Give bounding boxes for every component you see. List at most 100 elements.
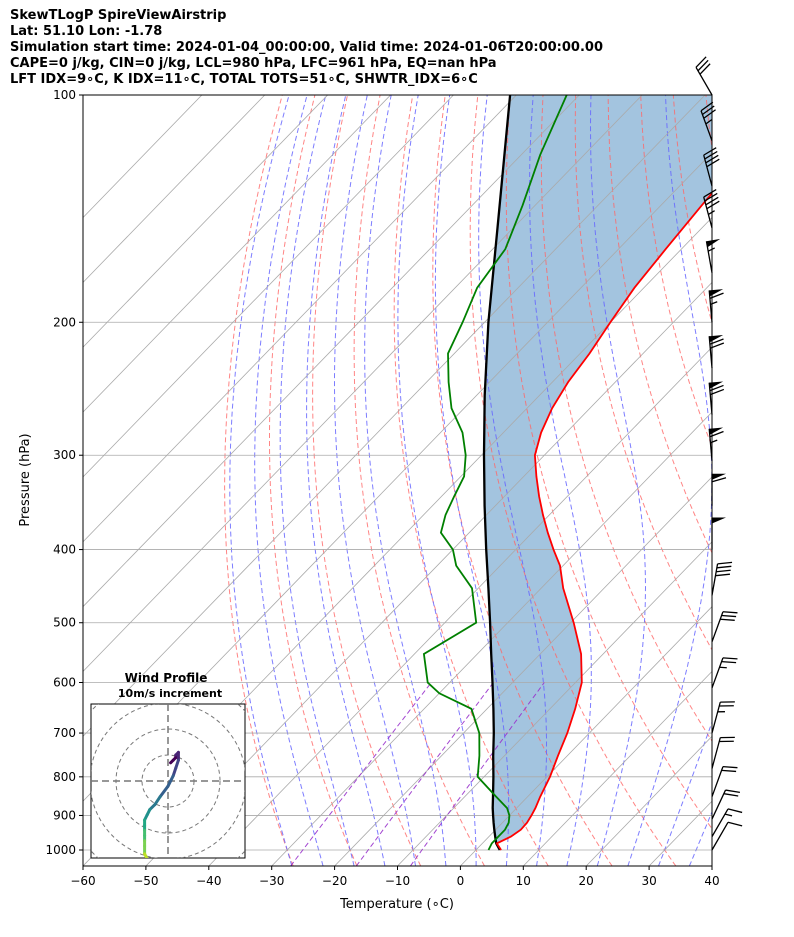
dry-adiabat (269, 95, 358, 866)
wind-barb (708, 335, 725, 369)
isotherm (83, 95, 643, 673)
wind-barb (711, 821, 743, 851)
isotherm (334, 476, 712, 866)
dry-adiabat (505, 95, 712, 830)
hodograph-inset: Wind Profile 10m/s increment (90, 671, 246, 869)
dry-adiabat (224, 95, 294, 866)
parcel-profile-line (482, 95, 512, 851)
dry-adiabat (640, 95, 712, 448)
isotherm (145, 281, 712, 866)
isotherm (83, 95, 517, 543)
dry-adiabat (705, 95, 712, 152)
y-tick-label: 600 (53, 676, 76, 690)
hodograph-trace-segment (158, 784, 170, 799)
x-tick-label: −60 (70, 874, 95, 888)
cape-cin-fill-layer (484, 95, 712, 850)
hodograph-trace-segment (166, 774, 175, 788)
wind-barb (705, 238, 721, 273)
wind-barb (711, 611, 738, 643)
dry-adiabat (393, 95, 549, 866)
header-location: Lat: 51.10 Lon: -1.78 (10, 24, 163, 39)
isotherm (83, 95, 391, 413)
header-parcel-indices: CAPE=0 j/kg, CIN=0 j/kg, LCL=980 hPa, LF… (10, 56, 497, 71)
mixing-ratio-line (290, 682, 432, 866)
hodograph-title: Wind Profile (125, 671, 208, 685)
wind-barb (711, 736, 735, 769)
x-tick-label: 0 (457, 874, 465, 888)
x-tick-label: 20 (579, 874, 594, 888)
chart-header: SkewTLogP SpireViewAirstrip Lat: 51.10 L… (10, 8, 603, 88)
header-stability-indices: LFT IDX=9∘C, K IDX=11∘C, TOTAL TOTS=51∘C… (10, 72, 478, 87)
header-title: SkewTLogP SpireViewAirstrip (10, 8, 227, 23)
cin-shading (484, 95, 712, 850)
x-tick-label: 10 (516, 874, 531, 888)
wind-barb (711, 789, 741, 820)
hodograph-subtitle: 10m/s increment (118, 687, 222, 700)
x-tick-label: −10 (385, 874, 410, 888)
moist-adiabat (397, 95, 477, 866)
moist-adiabat (658, 720, 712, 866)
hodograph-trace-segment (153, 795, 162, 806)
dry-adiabat (574, 95, 712, 651)
dry-adiabat (739, 95, 794, 866)
moist-adiabat (434, 95, 510, 866)
y-tick-label: 800 (53, 770, 76, 784)
isotherm (83, 95, 328, 348)
isotherm (711, 865, 712, 866)
isotherm (271, 411, 712, 866)
moist-adiabat (334, 95, 416, 866)
moist-adiabat (306, 95, 386, 866)
dry-adiabat (540, 95, 712, 742)
mixing-ratio-line (355, 682, 494, 866)
y-tick-label: 900 (53, 808, 76, 822)
x-axis-label: Temperature (∘C) (339, 897, 454, 912)
wind-barb (711, 561, 733, 596)
isotherm (523, 670, 712, 866)
x-tick-label: 40 (704, 874, 719, 888)
moist-adiabat (279, 95, 355, 866)
moist-adiabat (254, 95, 324, 866)
hodograph-trace-segment (143, 852, 149, 858)
header-times: Simulation start time: 2024-01-04_00:00:… (10, 40, 603, 55)
hodograph-trace-segment (150, 864, 153, 869)
isotherm (83, 95, 454, 478)
thermo-grid-layer (83, 95, 794, 866)
wind-barb (711, 765, 738, 797)
dry-adiabat (771, 95, 794, 866)
profile-series-layer (422, 95, 712, 851)
isotherm (208, 346, 712, 866)
moist-adiabat (528, 95, 592, 866)
moist-adiabat (229, 95, 293, 866)
isotherm (83, 95, 706, 737)
wind-barb (708, 289, 724, 323)
y-tick-label: 200 (53, 315, 76, 329)
mixing-ratio-line (409, 682, 545, 866)
wind-barb (703, 147, 720, 187)
wind-barb (711, 473, 727, 506)
wind-barb (708, 381, 725, 415)
y-tick-label: 1000 (45, 843, 76, 857)
x-tick-label: −50 (133, 874, 158, 888)
wind-barb (711, 808, 743, 837)
dry-adiabat (353, 95, 485, 866)
wind-barb (695, 56, 713, 96)
hodograph-plot (91, 704, 245, 869)
isotherm (585, 735, 712, 866)
wind-barb (711, 657, 738, 689)
x-tick-label: 30 (641, 874, 656, 888)
isotherm (397, 541, 712, 866)
moist-adiabat (364, 95, 447, 866)
y-tick-label: 100 (53, 88, 76, 102)
dry-adiabat (469, 95, 677, 866)
temperature-line (495, 191, 712, 851)
x-tick-label: −40 (196, 874, 221, 888)
isotherm (83, 95, 580, 608)
wind-barb (711, 517, 726, 550)
y-tick-label: 700 (53, 726, 76, 740)
moist-adiabat (478, 95, 547, 866)
y-tick-label: 300 (53, 448, 76, 462)
x-tick-label: −30 (259, 874, 284, 888)
y-axis-label: Pressure (hPa) (18, 433, 33, 526)
